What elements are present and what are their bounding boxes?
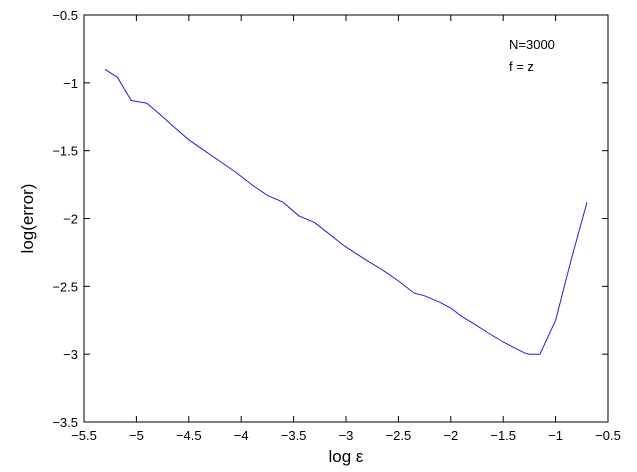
series-group bbox=[104, 68, 588, 355]
x-tick-label: −2.5 bbox=[386, 428, 412, 443]
annotation-n: N=3000 bbox=[509, 37, 555, 52]
annotation-f: f = z bbox=[509, 59, 534, 74]
y-tick-label: −2 bbox=[63, 212, 78, 227]
x-tick-label: −3 bbox=[339, 428, 354, 443]
x-tick-label: −2 bbox=[443, 428, 458, 443]
x-tick-label: −4.5 bbox=[176, 428, 202, 443]
plot-frame bbox=[83, 14, 609, 423]
x-axis-label: log ε bbox=[329, 447, 364, 466]
y-tick-label: −1.5 bbox=[52, 144, 78, 159]
y-axis-label: log(error) bbox=[18, 184, 37, 254]
x-tick-label: −3.5 bbox=[281, 428, 307, 443]
x-tick-labels: −5.5 −5 −4.5 −4 −3.5 −3 −2.5 −2 −1.5 −1 −0.5 bbox=[71, 428, 621, 443]
y-tick-label: −0.5 bbox=[52, 8, 78, 23]
y-tick-label: −1 bbox=[63, 76, 78, 91]
x-tick-label: −5 bbox=[129, 428, 144, 443]
y-tick-label: −3 bbox=[63, 347, 78, 362]
x-tick-label: −1 bbox=[548, 428, 563, 443]
x-tick-label: −4 bbox=[234, 428, 249, 443]
y-tick-label: −2.5 bbox=[52, 279, 78, 294]
x-tick-label: −5.5 bbox=[71, 428, 97, 443]
x-tick-label: −0.5 bbox=[595, 428, 621, 443]
series-line bbox=[104, 68, 588, 355]
x-tick-label: −1.5 bbox=[490, 428, 516, 443]
axis-ticks bbox=[83, 14, 609, 423]
y-tick-labels: −3.5 −3 −2.5 −2 −1.5 −1 −0.5 bbox=[52, 8, 78, 430]
y-tick-label: −3.5 bbox=[52, 415, 78, 430]
